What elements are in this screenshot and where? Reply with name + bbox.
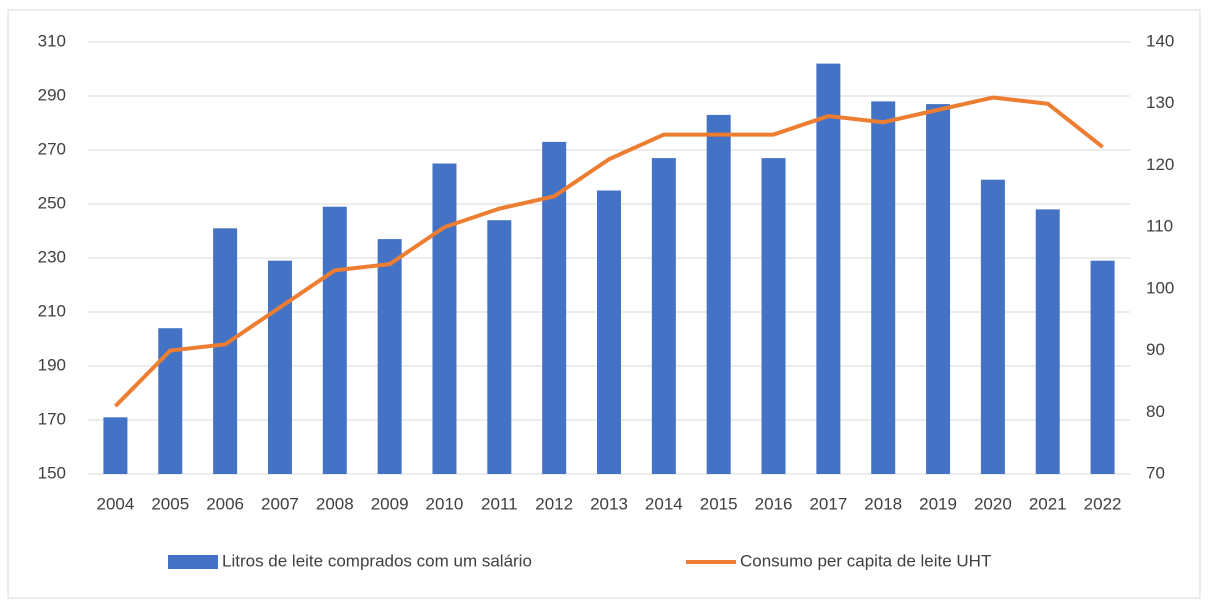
y-tick-label: 230	[38, 247, 66, 266]
y-tick-label: 170	[38, 409, 66, 428]
x-tick-label: 2017	[809, 494, 847, 513]
chart-border	[7, 9, 1201, 599]
bar	[926, 104, 951, 474]
bar	[871, 101, 896, 475]
bar	[1035, 209, 1060, 474]
bar	[103, 417, 128, 474]
line	[113, 95, 1104, 408]
x-tick-label: 2006	[206, 494, 244, 513]
x-tick-label: 2011	[481, 494, 518, 513]
y2-tick-label: 110	[1146, 217, 1173, 236]
bar	[432, 163, 457, 474]
bar	[487, 220, 512, 474]
bar	[377, 239, 402, 474]
y-tick-label: 250	[38, 193, 66, 212]
y-tick-label: 190	[38, 355, 66, 374]
x-tick-label: 2004	[97, 494, 135, 513]
x-tick-label: 2022	[1084, 494, 1122, 513]
legend-label: Litros de leite comprados com um salário	[222, 551, 532, 570]
bar	[597, 190, 621, 474]
x-tick-label: 2005	[151, 494, 189, 513]
x-tick-label: 2014	[645, 494, 683, 513]
x-tick-label: 2008	[316, 494, 354, 513]
bar	[213, 228, 238, 474]
y2-tick-label: 90	[1146, 340, 1165, 359]
legend-label: Consumo per capita de leite UHT	[740, 551, 991, 570]
y2-tick-label: 120	[1146, 155, 1174, 174]
y2-tick-label: 80	[1146, 402, 1165, 421]
x-tick-label: 2012	[535, 494, 573, 513]
y-tick-label: 290	[38, 85, 66, 104]
x-tick-label: 2016	[755, 494, 793, 513]
x-tick-label: 2019	[919, 494, 957, 513]
x-tick-label: 2009	[371, 494, 409, 513]
y2-tick-label: 140	[1146, 31, 1174, 50]
bar	[322, 206, 347, 474]
bar	[816, 63, 841, 474]
bar	[706, 114, 731, 475]
bar	[651, 158, 676, 474]
y2-tick-label: 70	[1146, 463, 1165, 482]
y-tick-label: 150	[38, 463, 66, 482]
y-tick-label: 210	[38, 301, 66, 320]
bar	[980, 179, 1005, 474]
x-tick-label: 2015	[700, 494, 738, 513]
x-tick-label: 2007	[261, 494, 299, 513]
bar	[1090, 260, 1115, 474]
x-tick-label: 2010	[426, 494, 464, 513]
bar	[267, 260, 292, 474]
x-tick-label: 2018	[864, 494, 902, 513]
y2-tick-label: 130	[1146, 93, 1174, 112]
x-tick-label: 2013	[590, 494, 628, 513]
y2-tick-label: 100	[1146, 278, 1174, 297]
x-tick-label: 2021	[1029, 494, 1067, 513]
y-tick-label: 270	[38, 139, 66, 158]
x-tick-label: 2020	[974, 494, 1012, 513]
bar	[761, 158, 786, 474]
legend-swatch	[168, 555, 218, 569]
y-tick-label: 310	[38, 31, 66, 50]
